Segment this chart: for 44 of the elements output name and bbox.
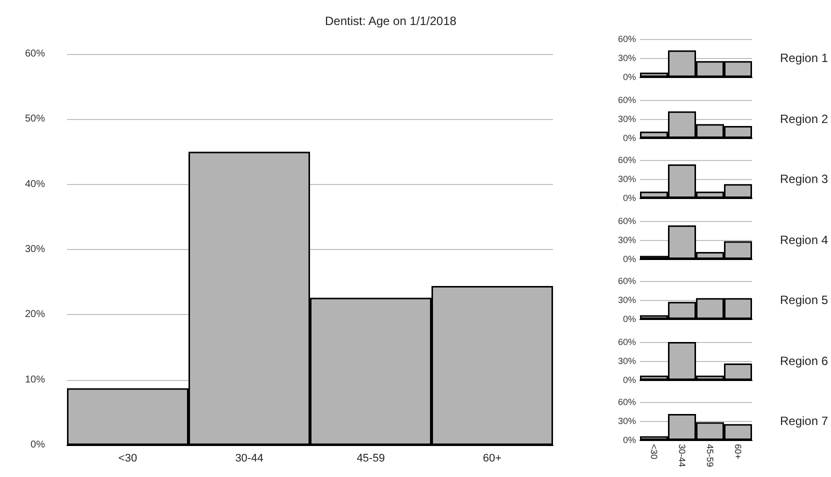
x-tick-label: 60+ <box>482 452 502 464</box>
y-tick-label: 60% <box>24 48 46 60</box>
x-tick-label: <30 <box>118 452 138 464</box>
y-tick-label: 0% <box>622 193 636 203</box>
y-tick-label: 30% <box>618 114 636 124</box>
y-tick-label: 30% <box>24 244 46 255</box>
x-tick-label: 30-44 <box>235 452 264 464</box>
y-tick-label: 0% <box>30 440 46 450</box>
y2-axis-title: Region 1 <box>780 51 828 65</box>
y-tick-label: 0% <box>622 132 636 142</box>
y-tick-label: 0% <box>622 435 636 445</box>
y-tick-label: 60% <box>618 397 636 407</box>
y-tick-label: 30% <box>618 234 636 244</box>
y-tick-label: 30% <box>618 53 636 63</box>
y-tick-label: 60% <box>618 94 636 104</box>
y-tick-label: 60% <box>618 216 636 226</box>
y2-axis-title: Region 5 <box>780 293 828 307</box>
y-tick-label: 50% <box>24 114 46 125</box>
y-tick-label: 40% <box>24 178 46 190</box>
y-tick-label: 20% <box>24 309 46 320</box>
x-tick-label: 45-59 <box>356 452 385 464</box>
x-tick-label: 60+ <box>733 444 743 460</box>
y-tick-label: 60% <box>618 155 636 165</box>
y2-axis-title: Region 2 <box>780 112 828 126</box>
y2-axis-title: Region 6 <box>780 354 828 368</box>
y2-axis-title: Region 3 <box>780 172 828 186</box>
x-tick-label: <30 <box>649 444 659 460</box>
y2-axis-title: Region 4 <box>780 232 828 246</box>
y-tick-label: 60% <box>618 34 636 44</box>
y-tick-label: 60% <box>618 336 636 346</box>
x-tick-label: 45-59 <box>705 444 715 468</box>
y-tick-label: 30% <box>618 416 636 426</box>
y-tick-label: 30% <box>618 295 636 305</box>
y-tick-label: 0% <box>622 254 636 264</box>
y2-axis-title: Region 7 <box>780 414 828 428</box>
y-tick-label: 60% <box>618 276 636 286</box>
y-tick-label: 0% <box>622 72 636 82</box>
y-tick-label: 0% <box>622 374 636 384</box>
y-tick-label: 30% <box>618 174 636 184</box>
x-tick-label: 30-44 <box>677 444 687 468</box>
y-tick-label: 30% <box>618 356 636 366</box>
y-tick-label: 10% <box>24 374 46 386</box>
chart-title: Dentist: Age on 1/1/2018 <box>325 14 457 28</box>
y-tick-label: 0% <box>622 314 636 324</box>
